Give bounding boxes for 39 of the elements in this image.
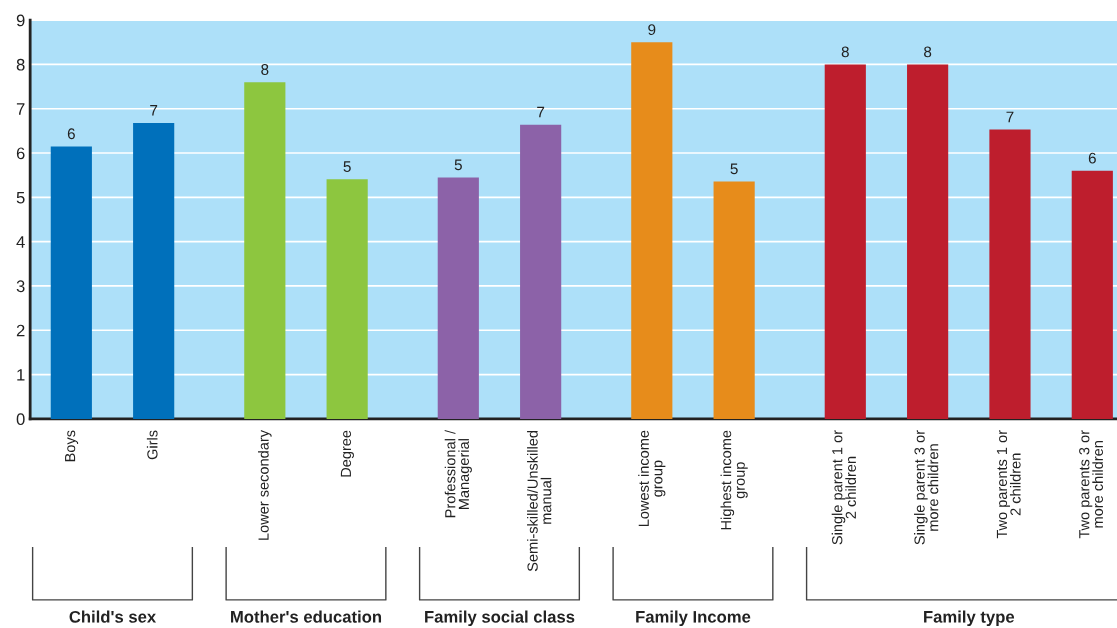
data-label: 5 (454, 159, 462, 171)
y-tick-label: 5 (16, 191, 25, 204)
text: Mother's education (231, 610, 382, 623)
x-tick-label: Two parents 3 or more children (1079, 430, 1104, 539)
text: Family social class (425, 610, 575, 627)
x-tick-label: Semi-skilled/Unskilled manual (527, 430, 552, 572)
data-label: 8 (261, 64, 269, 75)
x-tick-label: Lower secondary (258, 430, 272, 540)
text: Child's sex (69, 610, 157, 623)
data-label: 7 (150, 105, 158, 116)
data-label: 9 (648, 24, 656, 36)
data-label: 7 (537, 106, 545, 118)
y-tick-label: 9 (16, 14, 25, 27)
x-tick-label: Highest income group (720, 430, 748, 530)
y-tick-label: 2 (16, 324, 25, 337)
y-tick-label: 8 (16, 58, 25, 71)
x-tick-label: Professional / Managerial (444, 429, 472, 518)
text: Family type (924, 610, 1015, 627)
data-label: 5 (730, 163, 738, 175)
data-label: 8 (841, 46, 849, 58)
data-label: 5 (343, 161, 351, 172)
y-tick-label: 3 (16, 280, 25, 293)
x-tick-label: Two parents 1 or 2 children (996, 430, 1021, 539)
x-tick-label: Girls (146, 430, 158, 460)
x-tick-label: Single parent 3 or more children (914, 430, 939, 545)
text: Family Income (636, 610, 751, 627)
x-tick-label: Lowest income group (638, 430, 666, 527)
y-tick-label: 1 (17, 369, 25, 381)
data-label: 8 (924, 46, 932, 58)
y-tick-label: 6 (16, 147, 25, 160)
data-label: 6 (1088, 152, 1096, 164)
data-label: 6 (67, 128, 75, 140)
data-label: 7 (1006, 111, 1014, 123)
x-tick-label: Single parent 1 or 2 children (831, 430, 856, 545)
y-tick-label: 0 (16, 413, 25, 426)
y-tick-label: 4 (16, 236, 25, 248)
y-tick-label: 7 (16, 103, 25, 115)
x-tick-label: Boys (65, 430, 79, 462)
x-tick-label: Degree (340, 430, 354, 477)
